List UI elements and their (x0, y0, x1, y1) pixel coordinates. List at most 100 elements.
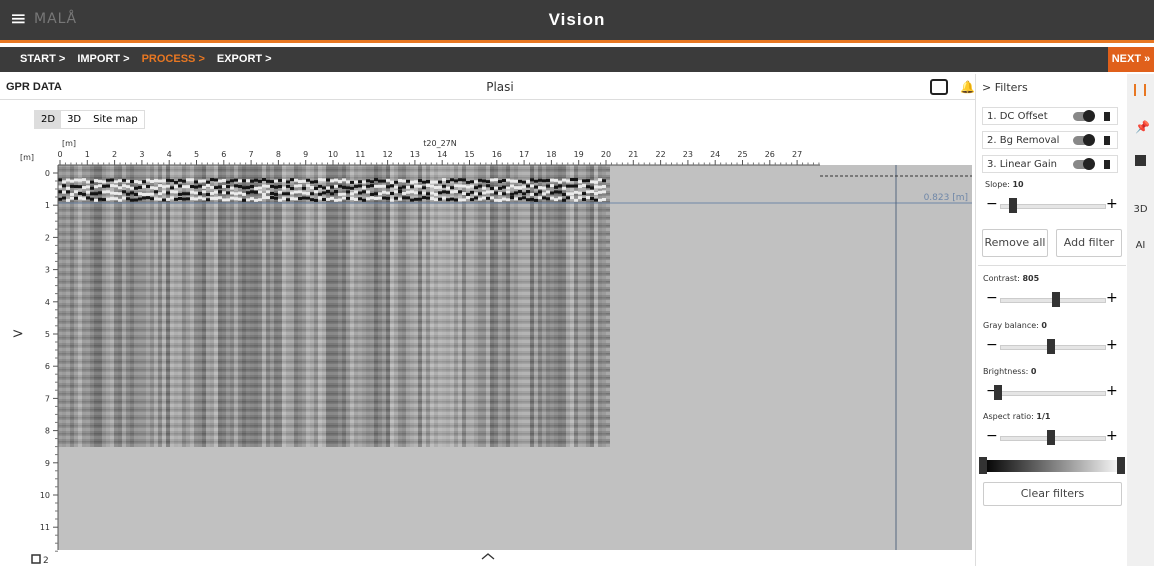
radargram-reflection (602, 179, 606, 182)
step[interactable]: EXPORT > (217, 53, 272, 65)
radargram-reflection (330, 186, 334, 189)
radargram-reflection (574, 199, 578, 202)
radargram-reflection (558, 184, 562, 187)
slider-handle[interactable] (1047, 339, 1055, 354)
radargram-reflection (434, 198, 438, 201)
radargram-reflection (418, 179, 422, 182)
slider-plus[interactable]: + (1106, 196, 1118, 212)
radargram-reflection (62, 180, 66, 183)
radargram-reflection (214, 178, 218, 181)
slider-handle[interactable] (1009, 198, 1017, 213)
radargram-reflection (534, 186, 538, 189)
add-filter-button[interactable]: Add filter (1056, 229, 1122, 257)
radargram-reflection (242, 199, 246, 202)
zoom-icon[interactable] (32, 555, 40, 563)
radargram-trace (70, 165, 74, 447)
radargram-reflection (254, 187, 258, 190)
radargram-reflection (482, 187, 486, 190)
slider-handle[interactable] (1052, 292, 1060, 307)
radargram-reflection (290, 187, 294, 190)
delete-icon[interactable] (1104, 160, 1110, 169)
radargram-reflection (390, 181, 394, 184)
radargram-reflection (422, 196, 426, 199)
slider-plus[interactable]: + (1106, 383, 1118, 399)
slider-minus[interactable]: − (986, 290, 998, 306)
slider-handle[interactable] (994, 385, 1002, 400)
delete-icon[interactable] (1104, 112, 1110, 121)
slider-minus[interactable]: − (986, 196, 998, 212)
radargram-reflection (366, 191, 370, 194)
radargram-reflection (478, 198, 482, 201)
chart-tool[interactable] (1135, 155, 1146, 166)
slider-minus[interactable]: − (986, 337, 998, 353)
step[interactable]: PROCESS > (142, 53, 205, 65)
radargram-trace (90, 165, 94, 447)
screenshot-icon[interactable] (930, 79, 948, 95)
radargram-reflection (410, 181, 414, 184)
radargram-reflection (298, 197, 302, 200)
radargram-reflection (370, 180, 374, 183)
step[interactable]: START > (20, 53, 65, 65)
filter-item[interactable]: 1. DC Offset (982, 107, 1118, 125)
radargram-reflection (470, 180, 474, 183)
clear-filters-button[interactable]: Clear filters (983, 482, 1122, 506)
radargram-reflection (246, 198, 250, 201)
filter-item[interactable]: 2. Bg Removal (982, 131, 1118, 149)
radargram-reflection (86, 191, 90, 194)
side-tool[interactable]: AI (1127, 228, 1154, 264)
next-button[interactable]: NEXT » (1108, 47, 1154, 72)
scale-handle-left[interactable] (979, 457, 987, 474)
delete-icon[interactable] (1104, 136, 1110, 145)
remove-all-button[interactable]: Remove all (982, 229, 1048, 257)
radargram-trace (530, 165, 534, 447)
radargram-reflection (154, 187, 158, 190)
radargram-reflection (338, 198, 342, 201)
radargram-reflection (542, 192, 546, 195)
slider-track (1000, 391, 1106, 396)
radargram-reflection (306, 192, 310, 195)
radargram-reflection (518, 190, 522, 193)
profile-name: t20_27N (423, 139, 456, 148)
slider-plus[interactable]: + (1106, 428, 1118, 444)
radargram-trace (442, 165, 446, 447)
radargram-reflection (526, 198, 530, 201)
side-tool[interactable]: 3D (1127, 192, 1154, 228)
radargram-reflection (178, 179, 182, 182)
filters-tool[interactable] (1134, 84, 1146, 96)
radargram-reflection (430, 181, 434, 184)
radargram-reflection (502, 198, 506, 201)
slider-minus[interactable]: − (986, 428, 998, 444)
collapse-caret[interactable] (482, 554, 494, 559)
radargram-reflection (202, 190, 206, 193)
radargram-reflection (538, 179, 542, 182)
radargram-trace (246, 165, 250, 447)
slider-plus[interactable]: + (1106, 290, 1118, 306)
pin-tool[interactable]: 📌 (1135, 120, 1150, 134)
radargram-reflection (522, 192, 526, 195)
radargram-trace (582, 165, 586, 447)
radargram-reflection (482, 180, 486, 183)
radargram-reflection (118, 186, 122, 189)
radargram-reflection (154, 179, 158, 182)
radargram-reflection (262, 178, 266, 181)
step[interactable]: IMPORT > (77, 53, 129, 65)
scale-handle-right[interactable] (1117, 457, 1125, 474)
radargram-trace (378, 165, 382, 447)
y-tick-label: 0 (45, 169, 50, 178)
bell-icon[interactable]: 🔔 (960, 80, 975, 94)
radargram-reflection (578, 180, 582, 183)
radargram-reflection (282, 179, 286, 182)
slider-plus[interactable]: + (1106, 337, 1118, 353)
radargram-reflection (534, 180, 538, 183)
radargram-reflection (410, 190, 414, 193)
radargram-reflection (446, 191, 450, 194)
filter-item[interactable]: 3. Linear Gain (982, 155, 1118, 173)
radargram-reflection (254, 199, 258, 202)
radargram-trace (102, 165, 106, 447)
slider-handle[interactable] (1047, 430, 1055, 445)
radargram-reflection (438, 198, 442, 201)
radargram-reflection (150, 197, 154, 200)
radargram-reflection (58, 178, 62, 181)
radargram-reflection (82, 178, 86, 181)
radargram-reflection (306, 179, 310, 182)
